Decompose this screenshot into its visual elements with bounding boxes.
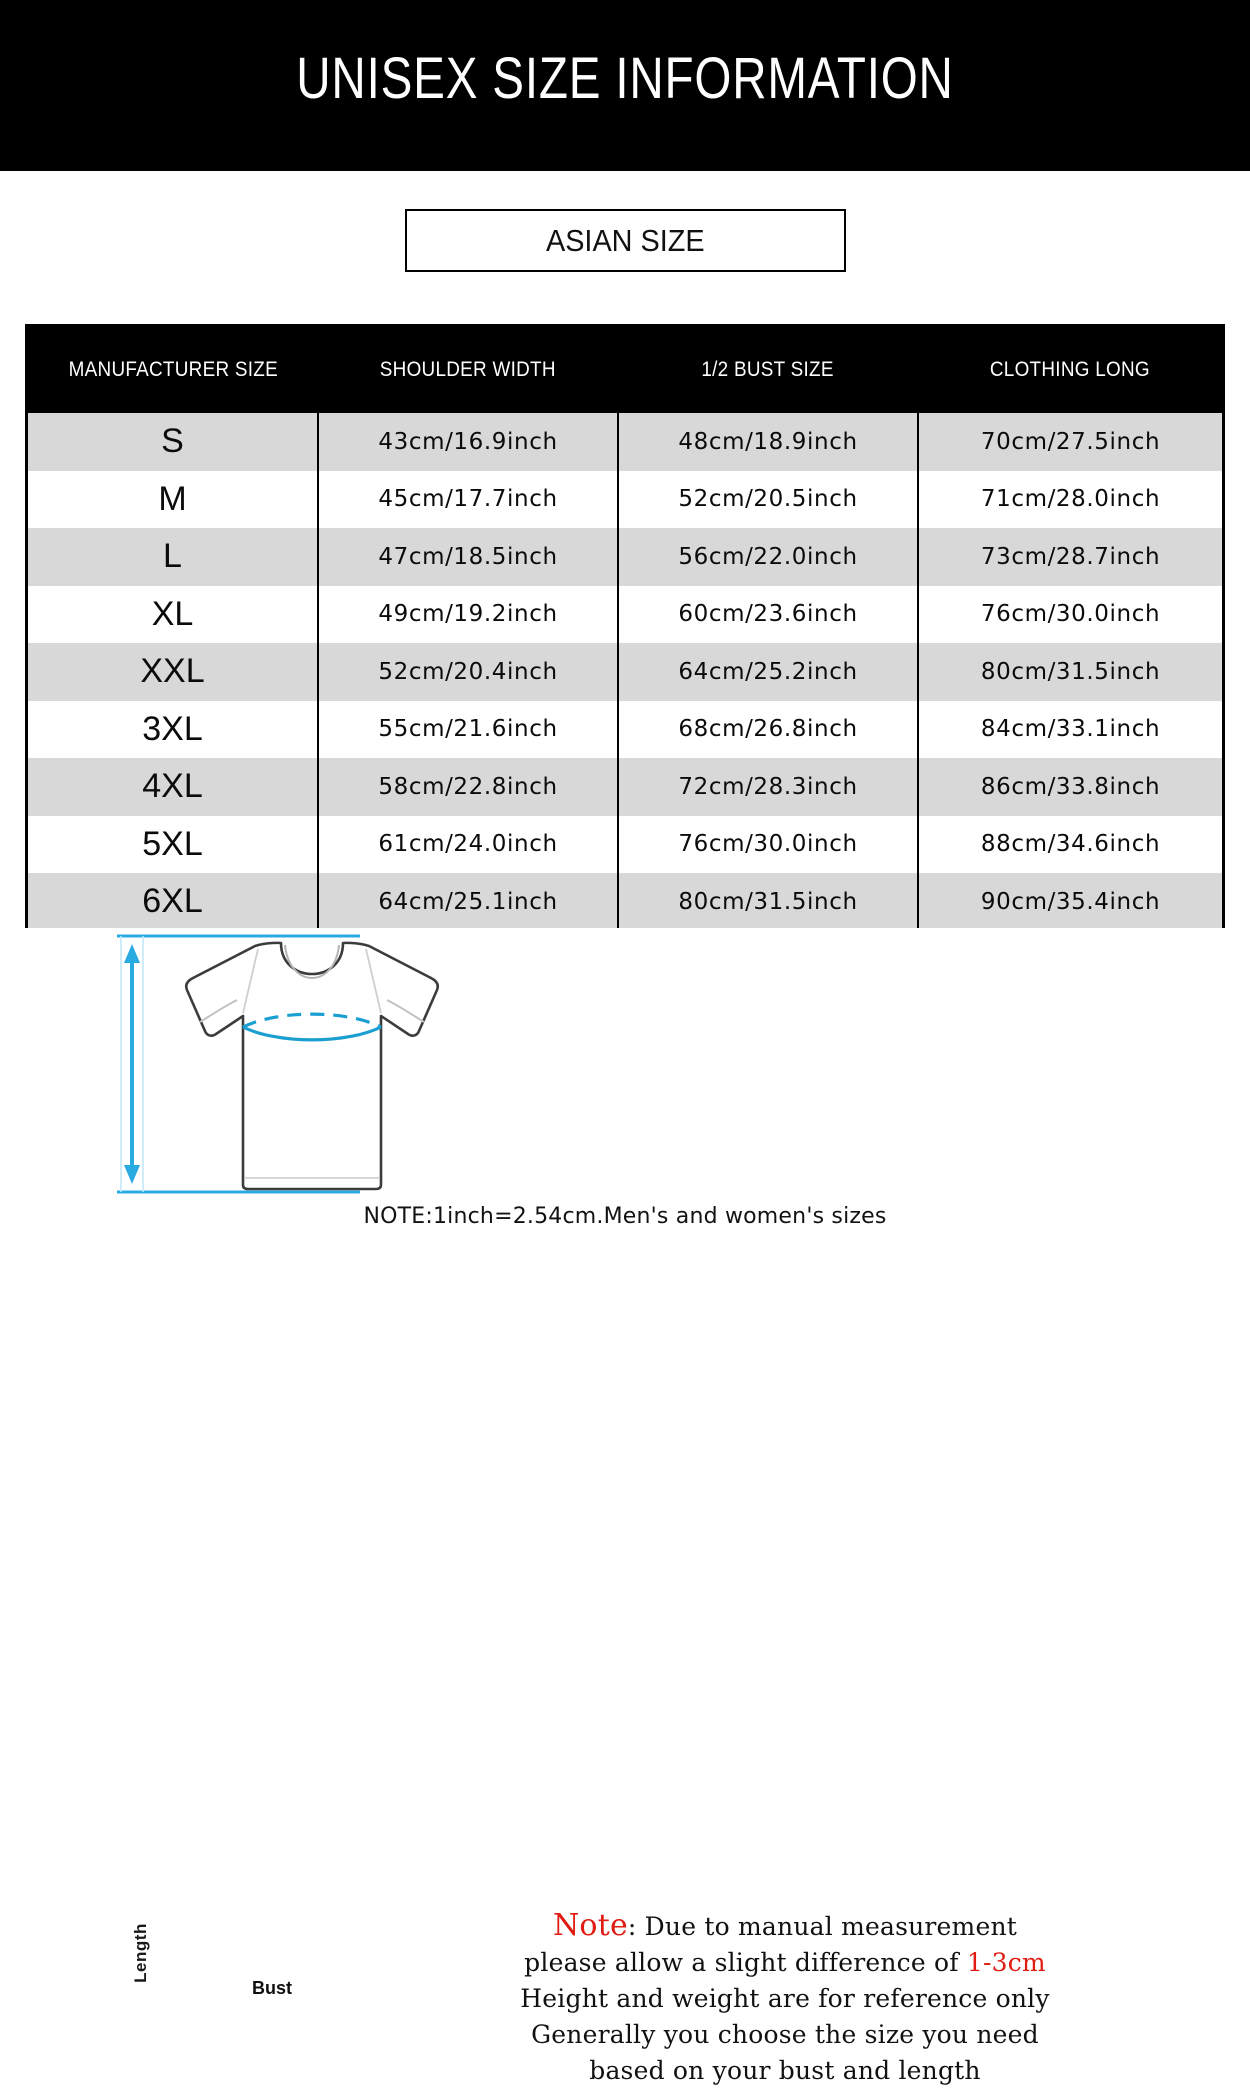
cell-bust: 48cm/18.9inch	[617, 413, 918, 471]
bust-dimension-label: Bust	[252, 1978, 292, 1998]
illustration-area: Length Bust Note: Due to manual measurem…	[0, 928, 1250, 2085]
cell-length: 71cm/28.0inch	[917, 470, 1222, 528]
note-line-2: please allow a slight difference of 1-3c…	[455, 1945, 1115, 1981]
cell-shoulder: 47cm/18.5inch	[317, 528, 618, 586]
note-line-1: Note: Due to manual measurement	[455, 1908, 1115, 1945]
cell-shoulder: 45cm/17.7inch	[317, 470, 618, 528]
table-row: 6XL 64cm/25.1inch 80cm/31.5inch 90cm/35.…	[28, 873, 1222, 931]
column-header-label: 1/2 BUST SIZE	[701, 358, 835, 381]
tshirt-diagram-icon	[117, 934, 440, 1194]
note-line-2-text: please allow a slight difference of	[524, 1948, 967, 1977]
page-title: UNISEX SIZE INFORMATION	[296, 46, 954, 111]
column-header-manufacturer-size: MANUFACTURER SIZE	[28, 327, 318, 413]
cell-length: 76cm/30.0inch	[917, 585, 1222, 643]
cell-shoulder: 61cm/24.0inch	[317, 815, 618, 873]
note-block: Note: Due to manual measurement please a…	[455, 1908, 1115, 2089]
note-line-1-rest: : Due to manual measurement	[627, 1912, 1017, 1941]
table-row: XL 49cm/19.2inch 60cm/23.6inch 76cm/30.0…	[28, 585, 1222, 643]
cell-shoulder: 55cm/21.6inch	[317, 700, 618, 758]
cell-bust: 60cm/23.6inch	[617, 585, 918, 643]
footer-note: NOTE:1inch=2.54cm.Men's and women's size…	[363, 1204, 887, 1229]
column-header-clothing-long: CLOTHING LONG	[918, 327, 1222, 413]
column-header-label: SHOULDER WIDTH	[379, 358, 556, 381]
cell-shoulder: 58cm/22.8inch	[317, 758, 618, 816]
cell-bust: 76cm/30.0inch	[617, 815, 918, 873]
cell-length: 88cm/34.6inch	[917, 815, 1222, 873]
cell-length: 73cm/28.7inch	[917, 528, 1222, 586]
cell-shoulder: 43cm/16.9inch	[317, 413, 618, 471]
table-row: L 47cm/18.5inch 56cm/22.0inch 73cm/28.7i…	[28, 528, 1222, 586]
cell-length: 84cm/33.1inch	[917, 700, 1222, 758]
cell-size: XL	[28, 585, 318, 643]
cell-shoulder: 64cm/25.1inch	[317, 873, 618, 931]
note-line-5: based on your bust and length	[589, 2056, 981, 2085]
note-tolerance-value: 1-3cm	[966, 1948, 1046, 1977]
cell-size: 3XL	[28, 700, 318, 758]
cell-size: S	[28, 413, 318, 471]
cell-size: 5XL	[28, 815, 318, 873]
cell-bust: 52cm/20.5inch	[617, 470, 918, 528]
cell-bust: 56cm/22.0inch	[617, 528, 918, 586]
column-header-shoulder-width: SHOULDER WIDTH	[318, 327, 618, 413]
cell-length: 80cm/31.5inch	[917, 643, 1222, 701]
cell-size: 6XL	[28, 873, 318, 931]
table-row: 5XL 61cm/24.0inch 76cm/30.0inch 88cm/34.…	[28, 815, 1222, 873]
cell-bust: 68cm/26.8inch	[617, 700, 918, 758]
cell-size: XXL	[28, 643, 318, 701]
length-dimension-label: Length	[131, 1923, 150, 1983]
note-line-4: Generally you choose the size you need	[531, 2020, 1039, 2049]
cell-length: 86cm/33.8inch	[917, 758, 1222, 816]
cell-size: M	[28, 470, 318, 528]
cell-shoulder: 52cm/20.4inch	[317, 643, 618, 701]
cell-bust: 72cm/28.3inch	[617, 758, 918, 816]
column-header-half-bust-size: 1/2 BUST SIZE	[618, 327, 918, 413]
table-row: 3XL 55cm/21.6inch 68cm/26.8inch 84cm/33.…	[28, 700, 1222, 758]
size-chart-table: MANUFACTURER SIZE SHOULDER WIDTH 1/2 BUS…	[25, 324, 1225, 931]
table-row: M 45cm/17.7inch 52cm/20.5inch 71cm/28.0i…	[28, 470, 1222, 528]
header-band: UNISEX SIZE INFORMATION	[0, 0, 1250, 171]
cell-bust: 64cm/25.2inch	[617, 643, 918, 701]
cell-length: 90cm/35.4inch	[917, 873, 1222, 931]
cell-length: 70cm/27.5inch	[917, 413, 1222, 471]
table-row: S 43cm/16.9inch 48cm/18.9inch 70cm/27.5i…	[28, 413, 1222, 471]
cell-shoulder: 49cm/19.2inch	[317, 585, 618, 643]
note-line-3: Height and weight are for reference only	[520, 1984, 1050, 2013]
table-header-row: MANUFACTURER SIZE SHOULDER WIDTH 1/2 BUS…	[28, 327, 1222, 413]
column-header-label: MANUFACTURER SIZE	[68, 358, 278, 381]
region-size-box: ASIAN SIZE	[405, 209, 846, 272]
note-keyword: Note	[552, 1908, 628, 1943]
region-size-label: ASIAN SIZE	[546, 222, 705, 258]
table-row: 4XL 58cm/22.8inch 72cm/28.3inch 86cm/33.…	[28, 758, 1222, 816]
column-header-label: CLOTHING LONG	[989, 358, 1150, 381]
table-row: XXL 52cm/20.4inch 64cm/25.2inch 80cm/31.…	[28, 643, 1222, 701]
cell-size: 4XL	[28, 758, 318, 816]
cell-size: L	[28, 528, 318, 586]
cell-bust: 80cm/31.5inch	[617, 873, 918, 931]
